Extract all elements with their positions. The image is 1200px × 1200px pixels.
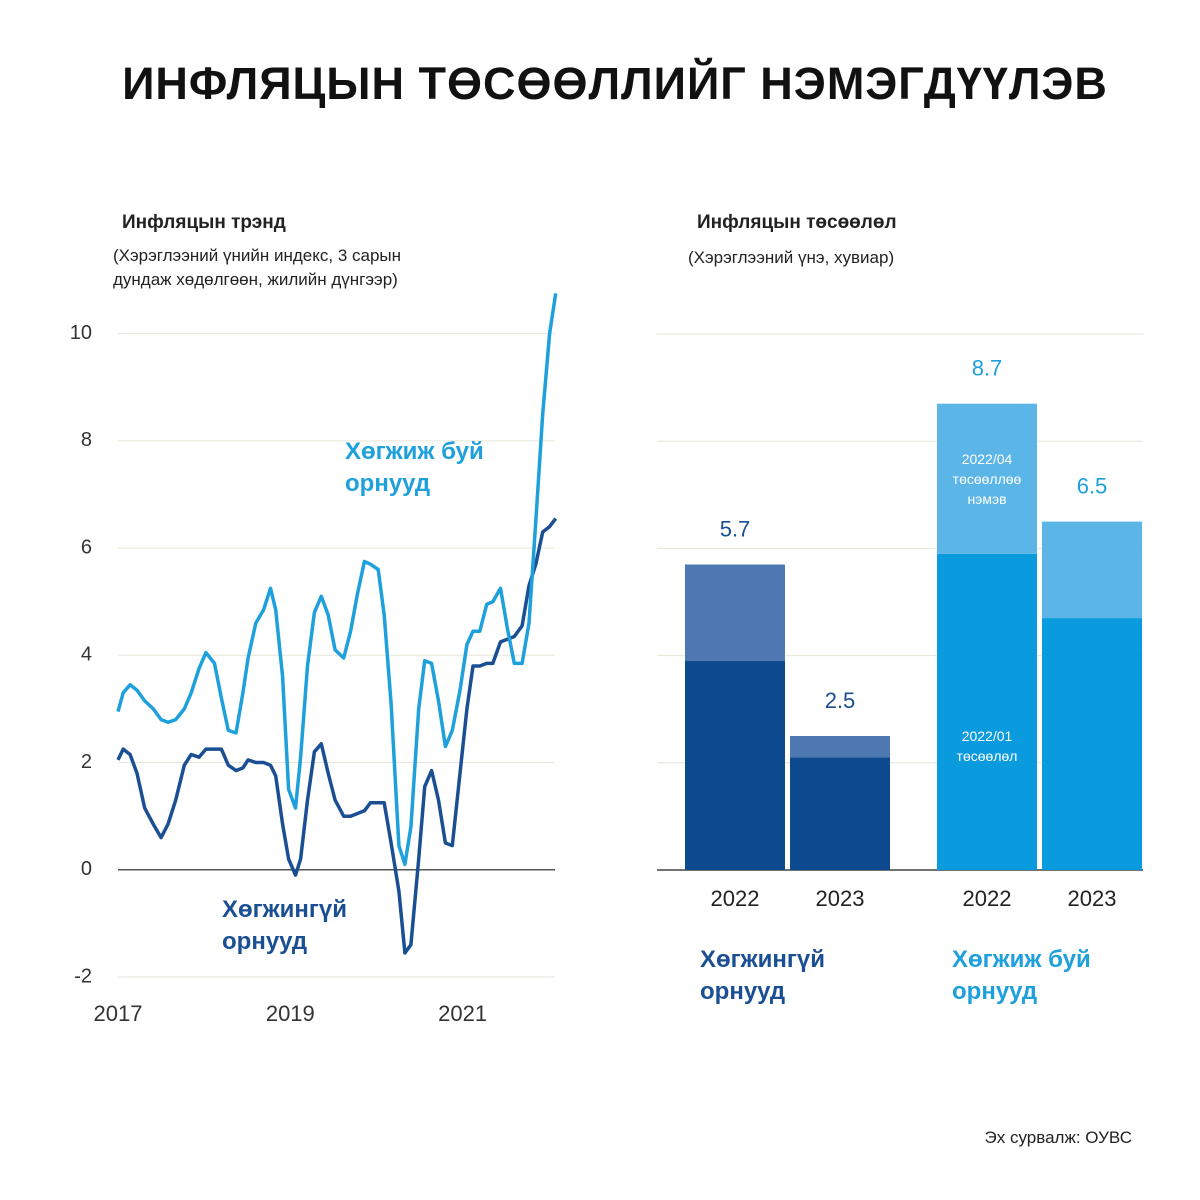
chart-subtitle: (Хэрэглээний үнийн индекс, 3 сарын дунда… [113,246,402,289]
bar-segment [1042,618,1142,870]
bar-segment [937,403,1037,554]
x-tick-label: 2023 [816,886,865,911]
chart-title: Инфляцын трэнд [122,212,286,233]
chart-subtitle: (Хэрэглээний үнэ, хувиар) [688,248,895,267]
data-label: 8.7 [972,355,1003,380]
x-tick-label: 2019 [266,1001,315,1026]
y-tick-label: 8 [81,429,92,451]
data-label: 5.7 [720,516,751,541]
series-label: Хөгжингүй орнууд [222,896,348,955]
page-title: ИНФЛЯЦЫН ТӨСӨӨЛЛИЙГ НЭМЭГДҮҮЛЭВ [122,58,1108,109]
x-tick-label: 2022 [963,886,1012,911]
data-label: 6.5 [1077,473,1108,498]
y-tick-label: 6 [81,536,92,558]
group-label: Хөгжингүй орнууд [700,946,826,1005]
chart-title: Инфляцын төсөөлөл [697,212,897,233]
y-tick-label: 4 [81,644,92,666]
source: Эх сурвалж: ОУВС [984,1128,1132,1147]
legend-label: 2022/04 төсөөллөө нэмэв [952,450,1022,507]
x-tick-label: 2021 [438,1001,487,1026]
y-tick-label: 0 [81,858,92,880]
bar-segment [937,553,1037,870]
group-label: Хөгжиж буй орнууд [952,946,1091,1005]
bar-segment [685,564,785,661]
bar-segment [685,660,785,870]
y-tick-label: -2 [74,965,92,987]
bar-segment [790,736,890,758]
data-label: 2.5 [825,688,856,713]
y-tick-label: 10 [70,322,92,344]
x-tick-label: 2022 [711,886,760,911]
series-line [116,293,558,867]
bar-segment [1042,521,1142,619]
legend-label: 2022/01 төсөөлөл [956,727,1018,764]
x-tick-label: 2017 [94,1001,143,1026]
series-line [116,517,558,955]
x-tick-label: 2023 [1068,886,1117,911]
y-tick-label: 2 [81,751,92,773]
series-label: Хөгжиж буй орнууд [345,438,484,497]
bar-segment [790,757,890,870]
